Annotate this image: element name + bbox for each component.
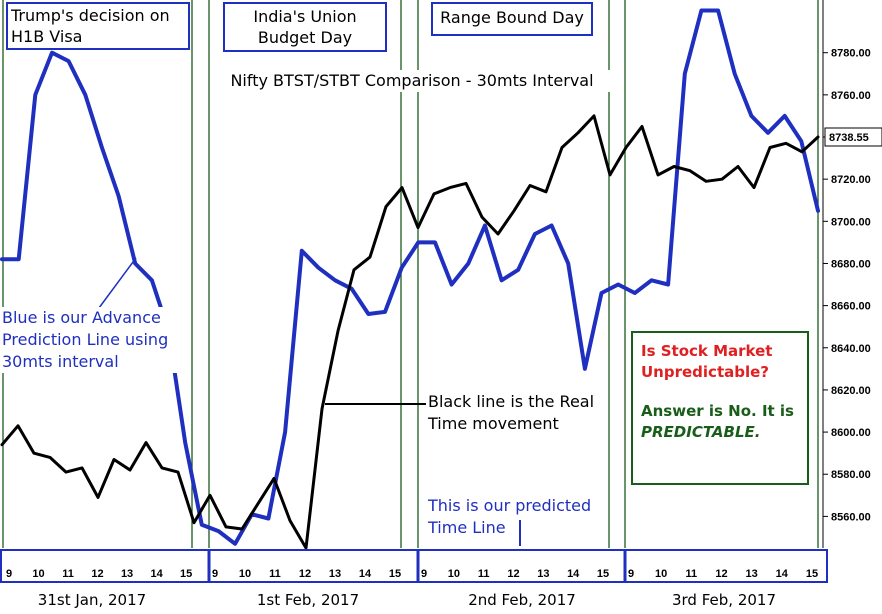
timeline-note: This is our predicted Time Line xyxy=(428,495,613,539)
actual-series-line xyxy=(0,114,820,550)
x-tick-label: 14 xyxy=(150,568,163,580)
question-box: Is Stock Market Unpredictable? Answer is… xyxy=(631,331,809,485)
trump-annotation-text: Trump's decision on H1B Visa xyxy=(11,6,170,46)
x-tick-label: 11 xyxy=(269,568,281,580)
y-tick-label: 8700.00 xyxy=(831,216,871,228)
x-tick-label: 14 xyxy=(776,568,789,580)
x-tick-label: 13 xyxy=(121,568,133,580)
x-tick-label: 9 xyxy=(628,568,634,580)
y-tick-label: 8660.00 xyxy=(831,301,871,313)
x-tick-label: 15 xyxy=(806,568,818,580)
x-tick-label: 14 xyxy=(567,568,580,580)
y-tick-label: 8580.00 xyxy=(831,469,871,481)
x-tick-label: 13 xyxy=(746,568,758,580)
x-tick-label: 15 xyxy=(597,568,609,580)
last-price-label: 8738.55 xyxy=(829,132,869,144)
blue-line-note: Blue is our Advance Prediction Line usin… xyxy=(2,307,180,373)
time-axis-frame xyxy=(0,549,828,583)
blue-line-note-text: Blue is our Advance Prediction Line usin… xyxy=(2,308,169,371)
x-tick-label: 10 xyxy=(32,568,44,580)
x-tick-label: 9 xyxy=(212,568,218,580)
x-tick-label: 11 xyxy=(478,568,490,580)
black-line-note: Black line is the Real Time movement xyxy=(428,391,613,435)
trump-annotation-box: Trump's decision on H1B Visa xyxy=(6,2,190,50)
day-label: 3rd Feb, 2017 xyxy=(672,591,776,609)
y-tick-label: 8640.00 xyxy=(831,343,871,355)
question-text: Is Stock Market Unpredictable? xyxy=(641,342,773,381)
answer-text: Answer is No. It is PREDICTABLE. xyxy=(633,383,807,443)
x-tick-label: 13 xyxy=(537,568,549,580)
x-tick-label: 11 xyxy=(686,568,698,580)
budget-annotation-box: India's Union Budget Day xyxy=(223,2,387,52)
series-layer xyxy=(0,8,820,550)
day-label: 31st Jan, 2017 xyxy=(38,591,146,609)
blue-note-pointer xyxy=(95,257,137,313)
black-line-note-text: Black line is the Real Time movement xyxy=(428,392,595,433)
last-price-box xyxy=(824,127,882,147)
day-label: 1st Feb, 2017 xyxy=(257,591,359,609)
y-tick-label: 8600.00 xyxy=(831,427,871,439)
chart-title: Nifty BTST/STBT Comparison - 30mts Inter… xyxy=(212,70,612,92)
x-tick-label: 13 xyxy=(329,568,341,580)
x-tick-label: 9 xyxy=(421,568,427,580)
x-tick-label: 15 xyxy=(180,568,192,580)
x-tick-label: 10 xyxy=(448,568,460,580)
range-annotation-box: Range Bound Day xyxy=(431,2,593,36)
chart-title-text: Nifty BTST/STBT Comparison - 30mts Inter… xyxy=(230,71,594,90)
x-tick-label: 9 xyxy=(6,568,12,580)
x-tick-label: 10 xyxy=(655,568,667,580)
x-tick-label: 15 xyxy=(389,568,401,580)
prediction-series-line xyxy=(0,8,820,546)
x-axis: 9 10 11 12 13 14 15 9 10 11 12 13 14 15 9 10 11 12 13 14 15 9… xyxy=(0,549,828,583)
x-tick-label: 12 xyxy=(299,568,311,580)
y-tick-label: 8560.00 xyxy=(831,511,871,523)
range-annotation-text: Range Bound Day xyxy=(440,8,584,27)
y-tick-label: 8620.00 xyxy=(831,385,871,397)
x-tick-label: 11 xyxy=(62,568,74,580)
day-label: 2nd Feb, 2017 xyxy=(468,591,576,609)
y-tick-label: 8720.00 xyxy=(831,174,871,186)
x-tick-label: 12 xyxy=(715,568,727,580)
day-labels: 31st Jan, 2017 1st Feb, 2017 2nd Feb, 2017… xyxy=(38,591,776,609)
x-tick-label: 10 xyxy=(239,568,251,580)
x-tick-label: 14 xyxy=(359,568,372,580)
answer-prefix: Answer is No. It is xyxy=(641,402,794,420)
y-tick-label: 8680.00 xyxy=(831,258,871,270)
x-tick-label: 12 xyxy=(507,568,519,580)
answer-emphasis: PREDICTABLE. xyxy=(641,423,761,441)
x-tick-label: 12 xyxy=(91,568,103,580)
timeline-note-text: This is our predicted Time Line xyxy=(428,496,592,537)
y-tick-label: 8760.00 xyxy=(831,90,871,102)
y-tick-label: 8780.00 xyxy=(831,48,871,60)
y-axis: 8560.00 8580.00 8600.00 8620.00 8640.00 8660.… xyxy=(822,0,882,548)
budget-annotation-text: India's Union Budget Day xyxy=(253,7,357,47)
